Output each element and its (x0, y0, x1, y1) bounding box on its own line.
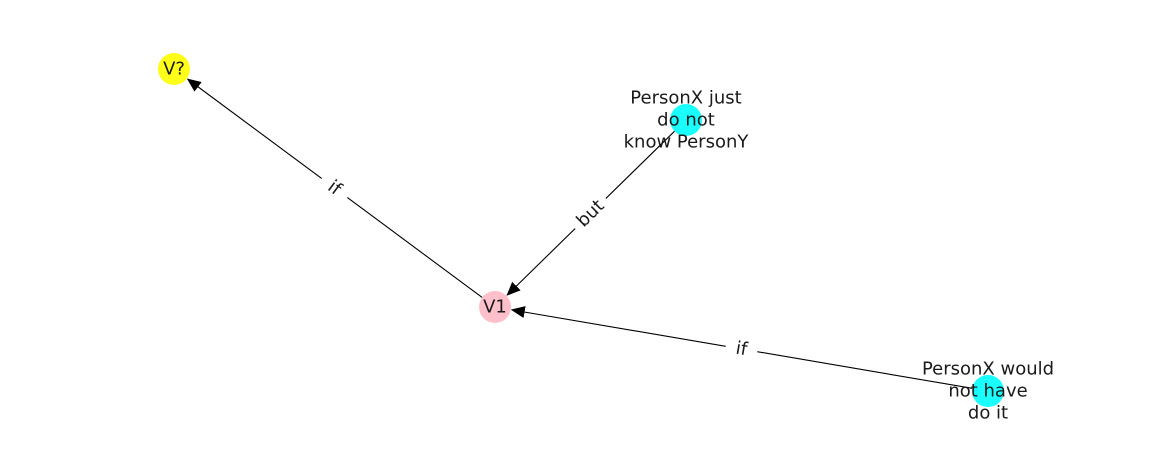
edge-label-background (314, 168, 355, 208)
node-label-not_know: know PersonY (624, 132, 750, 153)
edges-layer (186, 78, 973, 389)
node-label-would_not: do it (968, 403, 1008, 424)
node-label-would_not: PersonX would (922, 359, 1054, 380)
edge-label-background (723, 334, 760, 364)
edge-label-group: if (723, 334, 760, 364)
node-label-v_q: V? (163, 59, 185, 80)
node-label-would_not: not have (948, 381, 1027, 402)
node-not_know (670, 104, 702, 136)
edge-label: if (734, 338, 749, 361)
node-v1 (479, 291, 511, 323)
node-label-not_know: do not (657, 110, 715, 131)
nodes-layer (158, 53, 1004, 407)
edge-label-background (566, 189, 615, 238)
edge-label-group: if (314, 168, 355, 208)
node-v_q (158, 53, 190, 85)
node-label-not_know: PersonX just (630, 88, 741, 109)
node-label-v1: V1 (483, 297, 507, 318)
node-would_not (972, 375, 1004, 407)
